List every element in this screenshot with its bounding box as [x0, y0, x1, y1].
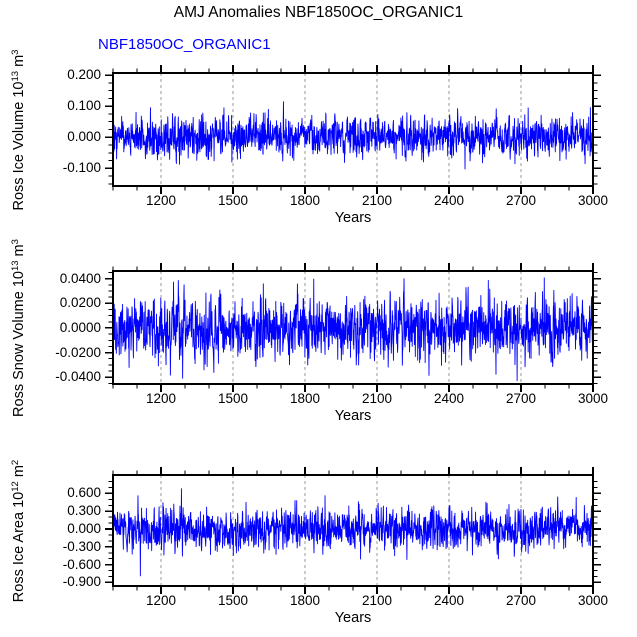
series-line-ross-ice-volume [112, 101, 594, 170]
series-line-ross-snow-volume [112, 277, 594, 382]
chart-title: AMJ Anomalies NBF1850OC_ORGANIC1 [173, 4, 464, 21]
series-line-ross-ice-area [112, 488, 594, 577]
legend-label: NBF1850OC_ORGANIC1 [98, 36, 271, 53]
